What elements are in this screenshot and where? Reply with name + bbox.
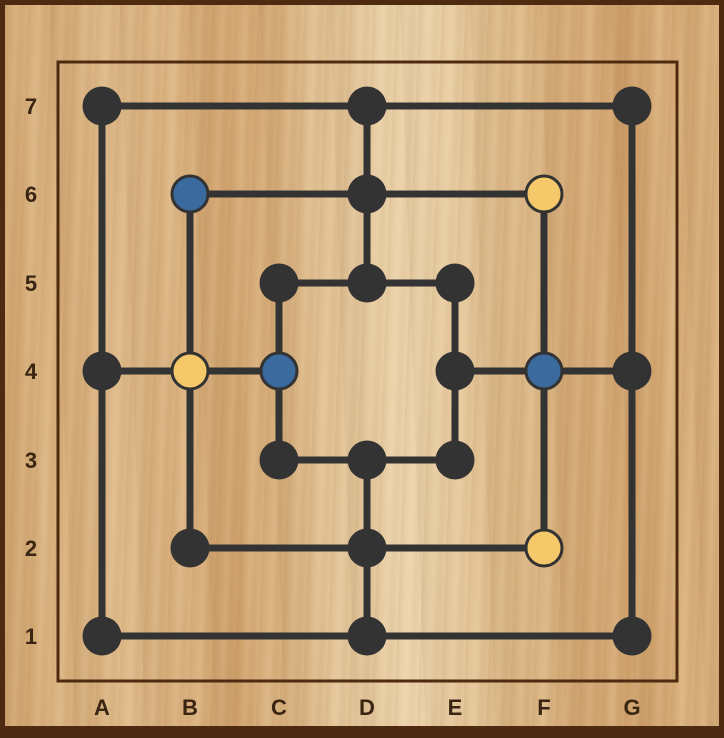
point-c3[interactable] xyxy=(259,440,299,480)
point-d7[interactable] xyxy=(347,86,387,126)
point-d6[interactable] xyxy=(347,174,387,214)
point-d3[interactable] xyxy=(347,440,387,480)
row-labels: 7 6 5 4 3 2 1 xyxy=(25,94,38,649)
row-label-3: 3 xyxy=(25,448,37,473)
point-d5[interactable] xyxy=(347,263,387,303)
point-a7[interactable] xyxy=(82,86,122,126)
point-a1[interactable] xyxy=(82,616,122,656)
point-b2[interactable] xyxy=(170,528,210,568)
yellow-piece-f2[interactable] xyxy=(524,528,564,568)
point-e5[interactable] xyxy=(435,263,475,303)
blue-piece-b6[interactable] xyxy=(170,174,210,214)
row-label-6: 6 xyxy=(25,182,37,207)
yellow-piece-f6[interactable] xyxy=(524,174,564,214)
point-d1[interactable] xyxy=(347,616,387,656)
column-label-d: D xyxy=(359,695,375,720)
column-labels: A B C D E F G xyxy=(94,695,641,720)
row-label-5: 5 xyxy=(25,271,37,296)
column-label-a: A xyxy=(94,695,110,720)
column-label-g: G xyxy=(623,695,640,720)
inner-square xyxy=(275,279,459,464)
column-label-b: B xyxy=(182,695,198,720)
point-g7[interactable] xyxy=(612,86,652,126)
blue-piece-c4[interactable] xyxy=(259,351,299,391)
yellow-piece-b4[interactable] xyxy=(170,351,210,391)
point-d2[interactable] xyxy=(347,528,387,568)
column-label-f: F xyxy=(537,695,550,720)
column-label-e: E xyxy=(448,695,463,720)
board-border xyxy=(56,60,679,683)
point-e4[interactable] xyxy=(435,351,475,391)
board-surface: A B C D E F G 7 6 5 4 3 2 1 xyxy=(25,60,679,720)
row-label-7: 7 xyxy=(25,94,37,119)
point-a4[interactable] xyxy=(82,351,122,391)
row-label-1: 1 xyxy=(25,624,37,649)
point-g4[interactable] xyxy=(612,351,652,391)
row-label-2: 2 xyxy=(25,536,37,561)
row-label-4: 4 xyxy=(25,359,38,384)
point-c5[interactable] xyxy=(259,263,299,303)
point-e3[interactable] xyxy=(435,440,475,480)
board-points xyxy=(82,86,652,656)
blue-piece-f4[interactable] xyxy=(524,351,564,391)
point-g1[interactable] xyxy=(612,616,652,656)
column-label-c: C xyxy=(271,695,287,720)
